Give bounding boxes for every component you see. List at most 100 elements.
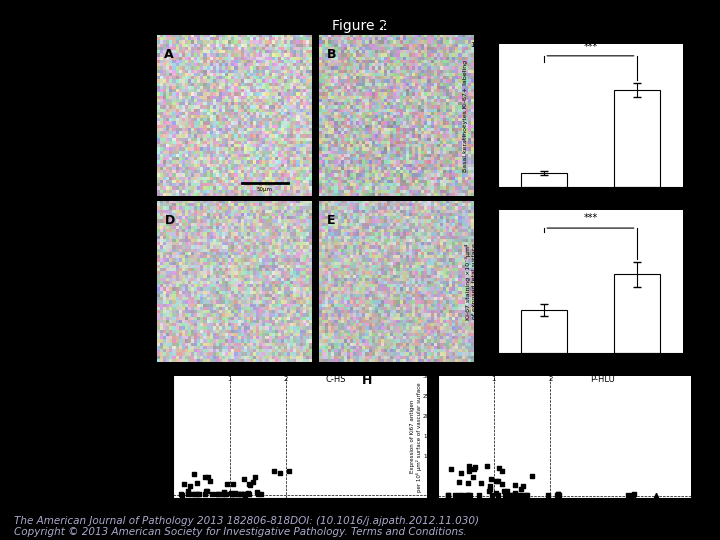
Text: Figure 2: Figure 2 (332, 19, 388, 33)
Text: ***: *** (583, 213, 598, 223)
Point (199, 490, 211, 498)
Point (217, 490, 228, 499)
Point (553, 491, 564, 500)
Point (502, 491, 513, 500)
Point (212, 489, 223, 498)
Point (497, 480, 508, 489)
Point (274, 469, 286, 477)
Point (235, 490, 246, 498)
Point (627, 491, 639, 500)
Point (445, 464, 456, 473)
Text: ***: *** (583, 42, 598, 51)
Point (186, 489, 198, 498)
Point (239, 490, 251, 498)
Point (518, 482, 529, 490)
Point (176, 490, 188, 499)
Point (462, 491, 474, 500)
Point (468, 465, 480, 474)
Text: E: E (327, 214, 336, 227)
Point (200, 486, 212, 495)
Point (449, 491, 461, 500)
Point (247, 477, 258, 486)
Point (516, 485, 527, 494)
Bar (613, 274, 660, 353)
Point (474, 491, 485, 500)
Point (220, 489, 232, 498)
Point (194, 490, 205, 499)
Text: P-HLU: P-HLU (382, 22, 410, 32)
Point (219, 488, 230, 497)
Point (485, 481, 496, 490)
X-axis label: Diameter (μm): Diameter (μm) (539, 516, 590, 522)
Point (508, 491, 519, 500)
Point (454, 478, 465, 487)
Point (238, 475, 250, 484)
Point (243, 490, 255, 498)
Point (552, 490, 564, 498)
Point (498, 487, 510, 495)
Point (510, 489, 521, 497)
Point (496, 467, 508, 475)
Point (467, 472, 479, 481)
Point (455, 469, 467, 477)
Text: 1: 1 (228, 376, 232, 382)
Point (284, 467, 295, 475)
Text: A: A (164, 48, 174, 61)
Point (206, 489, 217, 498)
Point (462, 479, 474, 488)
Point (484, 485, 495, 494)
Point (475, 478, 487, 487)
Point (464, 467, 475, 476)
Point (231, 489, 243, 498)
Point (182, 487, 194, 495)
Point (233, 490, 244, 498)
Point (189, 469, 200, 478)
Point (521, 491, 532, 500)
Point (245, 481, 256, 490)
Point (268, 467, 279, 475)
Text: 2: 2 (548, 376, 552, 382)
Point (499, 491, 510, 500)
Point (204, 477, 216, 486)
Text: The American Journal of Pathology 2013 182806-818DOI: (10.1016/j.ajpath.2012.11.: The American Journal of Pathology 2013 1… (14, 516, 480, 526)
Point (461, 491, 472, 500)
Point (464, 491, 475, 500)
Point (481, 462, 492, 471)
Text: 2: 2 (284, 376, 288, 382)
Point (202, 487, 213, 495)
Point (192, 479, 203, 488)
Point (505, 491, 516, 500)
Point (490, 489, 502, 497)
Text: C-HS: C-HS (325, 375, 346, 384)
Point (492, 477, 504, 485)
Y-axis label: Ki-67 staining ×10⁻³μm²
of exposed fetal surface: Ki-67 staining ×10⁻³μm² of exposed fetal… (464, 243, 477, 320)
Point (217, 490, 229, 498)
Y-axis label: Expression of Ki67 antigen
per 10⁶ μm² surface of vascular surface: Expression of Ki67 antigen per 10⁶ μm² s… (145, 382, 157, 491)
Text: 50μm: 50μm (256, 187, 273, 192)
Point (623, 491, 634, 500)
Point (218, 489, 230, 497)
Point (492, 491, 504, 500)
Bar (521, 310, 567, 353)
X-axis label: Diameter (μm): Diameter (μm) (274, 516, 325, 522)
Text: Copyright © 2013 American Society for Investigative Pathology. Terms and Conditi: Copyright © 2013 American Society for In… (14, 527, 467, 537)
Point (463, 462, 474, 470)
Point (526, 471, 537, 480)
Point (501, 487, 513, 495)
Point (442, 491, 454, 500)
Point (252, 490, 264, 498)
Point (442, 491, 454, 500)
Point (510, 491, 521, 500)
Point (483, 487, 495, 495)
Point (485, 474, 497, 483)
Point (199, 473, 211, 482)
Text: D: D (164, 214, 175, 227)
Bar (521, 173, 567, 187)
Point (629, 489, 640, 498)
Point (486, 491, 498, 500)
Point (515, 490, 526, 499)
Text: 1: 1 (492, 376, 496, 382)
Bar (613, 90, 660, 187)
Point (230, 489, 241, 497)
Y-axis label: Basal keratinocytes Ki-67+ labeling: Basal keratinocytes Ki-67+ labeling (463, 59, 468, 172)
